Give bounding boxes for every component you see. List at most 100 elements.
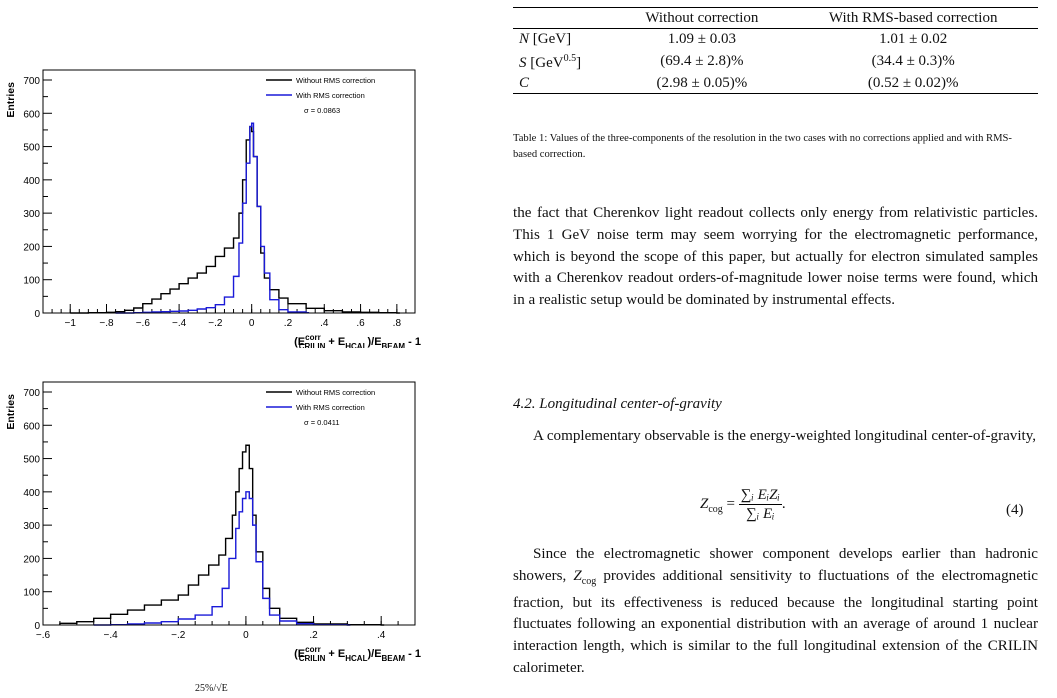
x-tick-label: −.6 bbox=[136, 318, 151, 329]
histogram-bottom-svg: 0 100 200 300 400 500 600 700 −.6 −.4 −.2 0 .2 .4 Entr… bbox=[5, 381, 421, 663]
x-axis-label-part: (E bbox=[294, 336, 305, 348]
y-tick-label: 200 bbox=[23, 242, 40, 253]
legend-label-with: With RMS correction bbox=[296, 403, 365, 412]
x-axis-label: (Ecorr CRILIN + EHCAL)/EBEAM - 1 bbox=[294, 333, 421, 348]
inline-symbol-sub: cog bbox=[581, 575, 597, 587]
y-tick-label: 600 bbox=[23, 421, 40, 432]
y-axis-label: Entries bbox=[5, 82, 17, 118]
paragraph-noise-term: the fact that Cherenkov light readout co… bbox=[513, 205, 1038, 309]
y-tick-label: 600 bbox=[23, 109, 40, 120]
equation-period: . bbox=[781, 495, 786, 512]
table-caption: Table 1: Values of the three-components … bbox=[513, 133, 1012, 160]
x-axis-label-part: HCAL bbox=[345, 654, 367, 663]
equation-zcog: Zcog = ∑ᵢ EᵢZᵢ ∑ᵢ Eᵢ . bbox=[700, 486, 786, 523]
row-symbol: S bbox=[519, 55, 527, 71]
value-with: (34.4 ± 0.3)% bbox=[871, 53, 955, 69]
y-tick-label: 0 bbox=[34, 309, 40, 320]
table-row: N [GeV] 1.09 ± 0.03 1.01 ± 0.02 bbox=[513, 29, 1038, 50]
section-heading: 4.2. Longitudinal center-of-gravity bbox=[513, 396, 722, 412]
x-axis-label-part: BEAM bbox=[382, 654, 406, 663]
sigma-annotation: σ = 0.0863 bbox=[304, 106, 340, 115]
x-tick-label: .2 bbox=[284, 318, 293, 329]
legend-label-with: With RMS correction bbox=[296, 91, 365, 100]
series-with-correction bbox=[115, 122, 310, 314]
histogram-top: 0 100 200 300 400 500 600 700 −1 −.8 −.6 −.4 −.2 0 .2.… bbox=[0, 52, 430, 351]
y-tick-label: 700 bbox=[23, 76, 40, 87]
y-tick-label: 300 bbox=[23, 209, 40, 220]
y-tick-label: 100 bbox=[23, 276, 40, 287]
equation-lhs: Z bbox=[700, 495, 709, 512]
x-axis-label-part: corr bbox=[305, 645, 321, 654]
y-tick-label: 300 bbox=[23, 521, 40, 532]
x-axis-label-part: HCAL bbox=[345, 342, 367, 348]
table-row: S [GeV0.5] (69.4 ± 2.8)% (34.4 ± 0.3)% bbox=[513, 49, 1038, 73]
row-unit-end: ] bbox=[576, 55, 582, 71]
y-tick-label: 400 bbox=[23, 176, 40, 187]
y-tick-label: 500 bbox=[23, 455, 40, 466]
x-tick-label: .4 bbox=[320, 318, 329, 329]
table-header-row: Without correction With RMS-based correc… bbox=[513, 7, 1038, 29]
resolution-table: Without correction With RMS-based correc… bbox=[513, 7, 1038, 94]
x-axis-label-part: )/E bbox=[367, 648, 381, 660]
series-with-correction bbox=[93, 491, 351, 626]
x-axis-label-part: - 1 bbox=[405, 336, 421, 348]
row-unit: [GeV bbox=[530, 55, 564, 71]
x-axis-label-part: BEAM bbox=[382, 342, 406, 348]
value-with: (0.52 ± 0.02)% bbox=[788, 73, 1038, 94]
row-label: N [GeV] bbox=[513, 29, 615, 50]
x-tick-label: −.4 bbox=[172, 318, 187, 329]
x-tick-label: .8 bbox=[393, 318, 402, 329]
equation-fraction: ∑ᵢ EᵢZᵢ ∑ᵢ Eᵢ bbox=[738, 486, 782, 523]
value-without: (2.98 ± 0.05)% bbox=[615, 73, 789, 94]
x-axis-label-part: CRILIN bbox=[299, 654, 326, 663]
legend-label-without: Without RMS correction bbox=[296, 388, 375, 397]
row-label: C bbox=[513, 73, 616, 94]
row-label: S [GeV0.5] bbox=[513, 49, 615, 73]
y-tick-label: 400 bbox=[23, 488, 40, 499]
y-tick-label: 200 bbox=[23, 554, 40, 565]
x-tick-label: .4 bbox=[377, 630, 386, 641]
x-tick-label: −.2 bbox=[171, 630, 186, 641]
x-tick-label: −.8 bbox=[99, 318, 114, 329]
series-without-correction bbox=[70, 125, 400, 314]
y-tick-label: 0 bbox=[34, 621, 40, 632]
plot-frame bbox=[42, 381, 416, 626]
equation-number: (4) bbox=[1006, 502, 1024, 518]
row-unit-exponent: 0.5 bbox=[563, 53, 577, 64]
y-tick-label: 500 bbox=[23, 143, 40, 154]
row-symbol: C bbox=[519, 75, 530, 91]
x-tick-label: −.2 bbox=[208, 318, 223, 329]
table-header-with: With RMS-based correction bbox=[788, 7, 1038, 29]
row-symbol: N bbox=[519, 31, 530, 47]
paragraph-cog-intro: A complementary observable is the energy… bbox=[533, 428, 1037, 444]
x-axis-label: (Ecorr CRILIN + EHCAL)/EBEAM - 1 bbox=[294, 645, 421, 663]
equation-numerator: ∑ᵢ EᵢZᵢ bbox=[738, 487, 782, 505]
paragraph-text: provides additional sensitivity to fluct… bbox=[513, 567, 1039, 676]
sigma-annotation: σ = 0.0411 bbox=[304, 418, 340, 427]
y-tick-label: 700 bbox=[23, 388, 40, 399]
paragraph-text: Since the electromagnetic shower compone… bbox=[513, 546, 1038, 584]
plot-frame bbox=[42, 69, 416, 314]
x-axis-label-part: corr bbox=[305, 333, 321, 342]
row-unit: [GeV] bbox=[532, 31, 572, 47]
x-tick-label: 0 bbox=[249, 318, 255, 329]
value-without: (69.4 ± 2.8)% bbox=[660, 53, 744, 69]
paragraph-cog-discussion: Since the electromagnetic shower compone… bbox=[513, 544, 1038, 680]
y-tick-label: 100 bbox=[23, 588, 40, 599]
inline-symbol: Z bbox=[573, 567, 582, 584]
x-tick-label: .2 bbox=[309, 630, 318, 641]
table-row: C (2.98 ± 0.05)% (0.52 ± 0.02)% bbox=[513, 73, 1038, 94]
value-without: 1.09 ± 0.03 bbox=[667, 31, 736, 47]
left-column-fragment: 25%/√E bbox=[195, 683, 228, 694]
x-axis-label-part: - 1 bbox=[405, 648, 421, 660]
value-with: 1.01 ± 0.02 bbox=[879, 31, 948, 47]
equation-denominator: ∑ᵢ Eᵢ bbox=[746, 506, 775, 522]
x-axis-label-part: (E bbox=[294, 648, 305, 660]
legend-label-without: Without RMS correction bbox=[296, 76, 375, 85]
x-axis-label-part: CRILIN bbox=[299, 342, 326, 348]
x-tick-label: −.6 bbox=[36, 630, 51, 641]
x-tick-label: −1 bbox=[65, 318, 77, 329]
equation-equals: = bbox=[726, 495, 739, 512]
table-header-without: Without correction bbox=[615, 7, 789, 29]
y-axis-label: Entries bbox=[5, 394, 17, 430]
